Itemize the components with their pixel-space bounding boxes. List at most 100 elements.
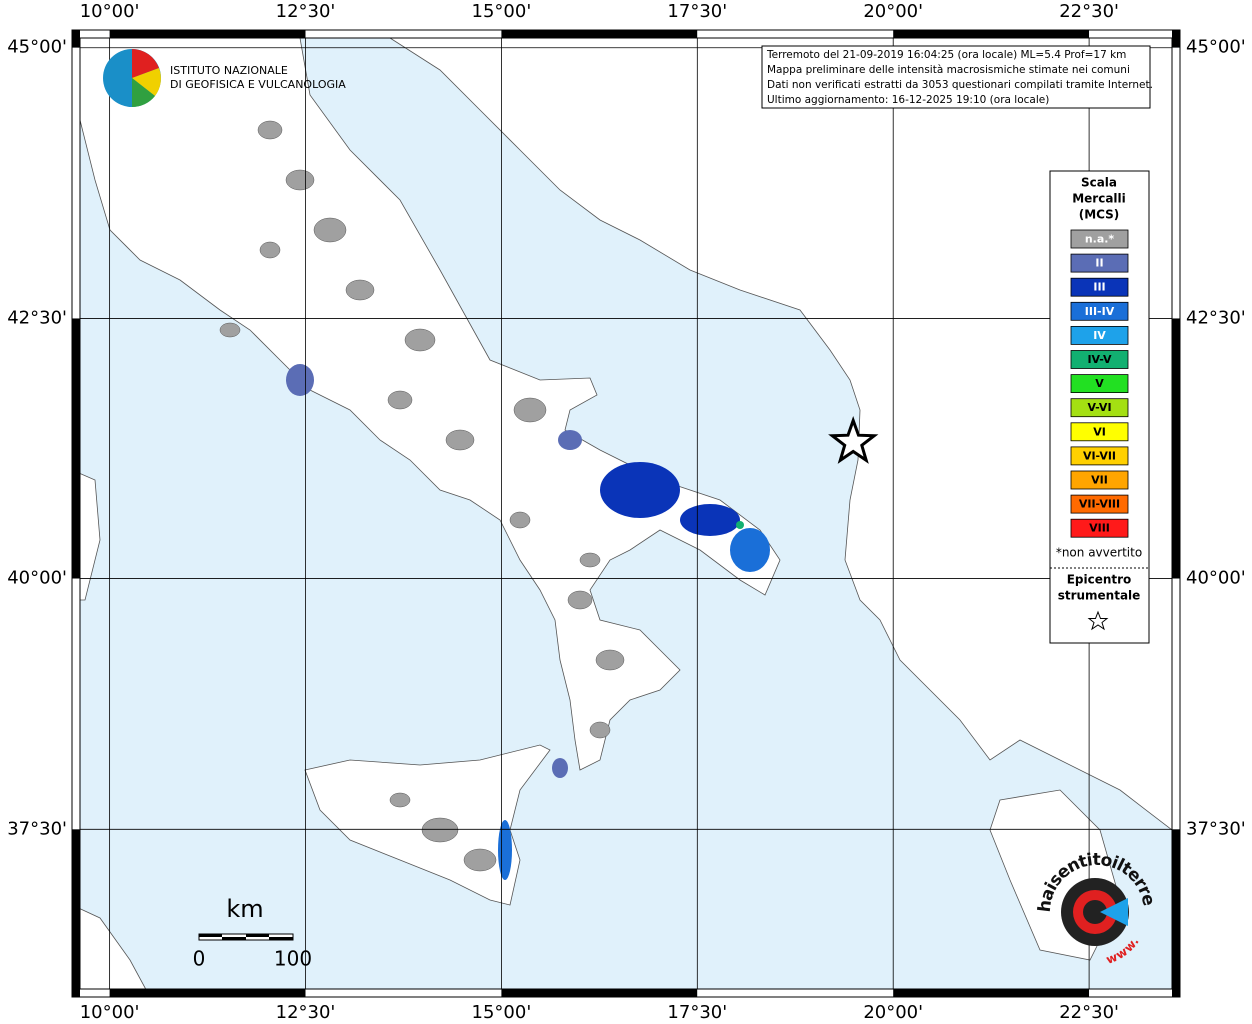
epicenter-star <box>828 416 879 464</box>
frame-segment <box>1172 318 1180 579</box>
legend: Scala Mercalli (MCS) *non avvertito Epic… <box>1049 170 1150 644</box>
frame-segment <box>697 30 894 38</box>
lon-tick-label: 22°30' <box>1059 1 1119 22</box>
scale-bar-segment <box>269 937 293 940</box>
lon-tick-label: 10°00' <box>80 1 140 22</box>
epicenter-layer <box>828 416 879 464</box>
scale-bar-segment <box>222 937 246 940</box>
frame-segment <box>72 578 80 830</box>
legend-label: n.a.* <box>1085 233 1115 246</box>
ingv-logo: ISTITUTO NAZIONALE DI GEOFISICA E VULCAN… <box>103 49 346 108</box>
legend-swatch <box>1070 374 1129 394</box>
legend-swatch <box>1070 350 1129 369</box>
lat-tick-label: 37°30' <box>1186 818 1246 839</box>
frame-segment <box>1172 829 1180 997</box>
lon-tick-label: 15°00' <box>472 1002 532 1023</box>
frame-segment <box>1089 30 1180 38</box>
legend-epicenter: strumentale <box>1058 589 1141 603</box>
frame-segment <box>501 989 698 997</box>
legend-swatch <box>1070 277 1129 297</box>
lat-tick-label: 42°30' <box>7 307 67 328</box>
scale-bar-segment <box>246 934 269 937</box>
legend-title: Mercalli <box>1072 192 1126 206</box>
legend-label: II <box>1095 257 1103 270</box>
logo-segment <box>132 68 161 96</box>
legend-title: Scala <box>1081 176 1117 190</box>
scale-bar-segment <box>199 934 222 937</box>
lon-tick-label: 20°00' <box>863 1002 923 1023</box>
info-line: Mappa preliminare delle intensità macros… <box>767 64 1130 76</box>
lat-tick-label: 37°30' <box>7 818 67 839</box>
lat-tick-label: 42°30' <box>1186 307 1246 328</box>
institute-name: DI GEOFISICA E VULCANOLOGIA <box>170 78 346 91</box>
watermark-disc <box>1083 900 1107 924</box>
lat-tick-label: 40°00' <box>7 568 67 589</box>
frame-segment <box>893 30 1090 38</box>
lat-tick-label: 45°00' <box>7 37 67 58</box>
frame-segment <box>501 30 698 38</box>
frame-segment <box>305 30 502 38</box>
legend-label: III-IV <box>1085 305 1115 318</box>
frame-segment <box>72 829 80 997</box>
scale-label: 100 <box>274 947 312 971</box>
legend-swatch <box>1070 301 1129 321</box>
frame-segment <box>1172 47 1180 319</box>
logo-segment <box>132 49 159 78</box>
municipality-patches <box>219 120 770 880</box>
lon-tick-label: 17°30' <box>667 1 727 22</box>
legend-label: VIII <box>1089 522 1110 535</box>
frame-segment <box>109 30 306 38</box>
logo-segment <box>132 78 155 108</box>
legend-label: VI-VII <box>1083 449 1116 462</box>
frame-segment <box>72 30 80 48</box>
frame-segment <box>72 30 110 38</box>
frame <box>71 29 1181 998</box>
frame-segment <box>72 318 80 579</box>
info-box-frame <box>761 45 1151 109</box>
frame-segment <box>72 47 80 319</box>
scale-bar: km 0 100 <box>193 895 312 971</box>
legend-label: V <box>1095 377 1104 390</box>
lon-tick-label: 15°00' <box>472 1 532 22</box>
frame-segment <box>893 989 1090 997</box>
legend-swatch <box>1070 229 1129 249</box>
inner-frame <box>79 37 1173 990</box>
legend-swatch <box>1070 446 1129 466</box>
tick-labels: 10°00' 10°00' 12°30' 12°30' 15°00' 15°00' 17°3… <box>7 1 1246 1023</box>
legend-label: IV-V <box>1087 353 1112 366</box>
legend-swatch <box>1070 494 1129 514</box>
frame-segment <box>1172 30 1180 48</box>
info-line: Dati non verificati estratti da 3053 que… <box>767 79 1153 91</box>
institute-name: ISTITUTO NAZIONALE <box>170 64 288 77</box>
legend-title: (MCS) <box>1079 208 1120 222</box>
legend-epicenter: Epicentro <box>1067 573 1132 587</box>
legend-label: III <box>1093 281 1105 294</box>
legend-swatch <box>1070 253 1129 273</box>
legend-star <box>1087 610 1109 631</box>
frame-segment <box>1172 578 1180 830</box>
legend-label: IV <box>1093 329 1106 342</box>
lon-tick-label: 20°00' <box>863 1 923 22</box>
info-line: Ultimo aggiornamento: 16-12-2025 19:10 (… <box>767 94 1049 106</box>
lon-tick-label: 17°30' <box>667 1002 727 1023</box>
frame-segment <box>109 989 306 997</box>
legend-label: VI <box>1093 425 1106 438</box>
legend-note: *non avvertito <box>1056 546 1142 560</box>
frame-band <box>72 30 1180 997</box>
legend-label: VII <box>1091 474 1108 487</box>
lat-tick-label: 40°00' <box>1186 568 1246 589</box>
frame-segment <box>1089 989 1180 997</box>
lon-tick-label: 12°30' <box>276 1 336 22</box>
legend-swatch <box>1070 470 1129 490</box>
legend-label: V-VI <box>1087 401 1111 414</box>
lon-tick-label: 12°30' <box>276 1002 336 1023</box>
lon-tick-label: 22°30' <box>1059 1002 1119 1023</box>
legend-label: VII-VIII <box>1079 498 1120 511</box>
legend-swatch <box>1070 518 1129 538</box>
legend-swatch <box>1070 398 1129 418</box>
scale-label: 0 <box>193 947 206 971</box>
legend-swatch <box>1070 422 1129 442</box>
info-box: Terremoto del 21-09-2019 16:04:25 (ora l… <box>761 45 1153 109</box>
